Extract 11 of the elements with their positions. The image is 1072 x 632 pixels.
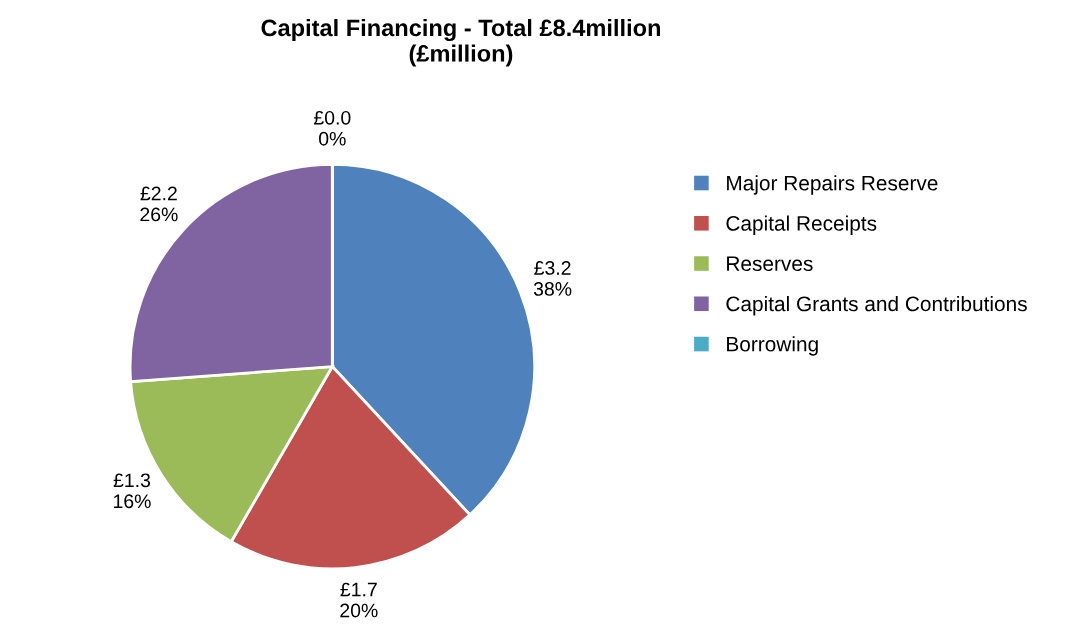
legend-label: Reserves: [727, 256, 813, 272]
text: £0.0 0%: [313, 110, 351, 146]
data-label: £1.7 20%: [340, 582, 378, 618]
chart-title: Capital Financing - Total £8.4million (£million): [261, 18, 661, 67]
data-label: £2.2 26%: [140, 186, 178, 222]
legend-label: Capital Grants and Contributions: [726, 295, 1027, 316]
data-label: £1.3 16%: [113, 473, 151, 509]
legend-label: Major Repairs Reserve: [727, 175, 938, 195]
legend-label: Capital Receipts: [726, 215, 877, 235]
data-label: £3.2 38%: [533, 261, 572, 296]
legend-label: Borrowing: [727, 336, 818, 356]
